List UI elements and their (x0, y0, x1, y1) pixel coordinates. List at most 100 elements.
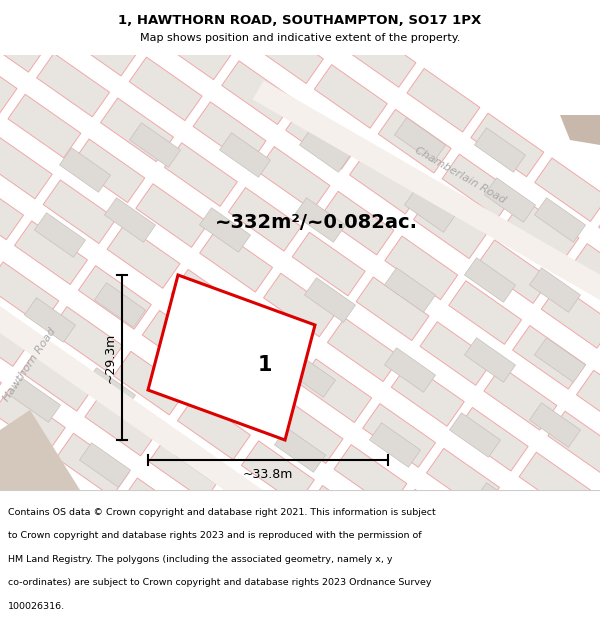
Text: Map shows position and indicative extent of the property.: Map shows position and indicative extent… (140, 33, 460, 43)
Polygon shape (394, 118, 446, 162)
Polygon shape (305, 486, 378, 549)
Polygon shape (279, 0, 352, 42)
Polygon shape (0, 303, 30, 366)
Polygon shape (570, 244, 600, 307)
Polygon shape (199, 208, 251, 252)
Polygon shape (257, 146, 330, 210)
Polygon shape (464, 258, 515, 302)
Polygon shape (391, 362, 464, 426)
Polygon shape (120, 478, 193, 542)
Polygon shape (136, 184, 209, 248)
Polygon shape (14, 221, 88, 284)
Polygon shape (413, 195, 487, 259)
Polygon shape (0, 389, 65, 452)
Polygon shape (385, 268, 436, 312)
Polygon shape (484, 366, 557, 430)
Polygon shape (455, 408, 528, 471)
Polygon shape (484, 177, 536, 222)
Polygon shape (535, 338, 586, 382)
Polygon shape (314, 64, 387, 128)
Polygon shape (148, 275, 315, 440)
Text: Hawthorn Road: Hawthorn Road (2, 326, 58, 404)
Polygon shape (350, 151, 422, 214)
Polygon shape (25, 298, 76, 343)
Polygon shape (79, 442, 131, 488)
Polygon shape (178, 396, 250, 459)
Polygon shape (142, 311, 215, 374)
Polygon shape (113, 351, 187, 415)
Polygon shape (299, 359, 371, 423)
Text: Chamberlain Road: Chamberlain Road (413, 145, 507, 205)
Polygon shape (304, 278, 356, 322)
Polygon shape (0, 184, 317, 546)
Text: ~33.8m: ~33.8m (243, 468, 293, 481)
Polygon shape (220, 132, 271, 178)
Polygon shape (378, 109, 451, 173)
Polygon shape (299, 127, 350, 172)
Polygon shape (50, 307, 122, 370)
Text: 100026316.: 100026316. (8, 602, 65, 611)
Polygon shape (404, 188, 455, 232)
Polygon shape (475, 127, 526, 172)
Polygon shape (158, 16, 231, 80)
Polygon shape (59, 148, 110, 192)
Polygon shape (398, 489, 471, 553)
Polygon shape (149, 437, 222, 501)
Polygon shape (0, 262, 59, 326)
Text: ~332m²/~0.082ac.: ~332m²/~0.082ac. (215, 214, 418, 232)
Polygon shape (427, 448, 499, 512)
Polygon shape (512, 326, 586, 389)
Polygon shape (34, 213, 86, 258)
Polygon shape (37, 53, 110, 117)
Polygon shape (8, 94, 81, 158)
Polygon shape (490, 493, 563, 557)
Text: to Crown copyright and database rights 2023 and is reproduced with the permissio: to Crown copyright and database rights 2… (8, 531, 421, 540)
Text: co-ordinates) are subject to Crown copyright and database rights 2023 Ordnance S: co-ordinates) are subject to Crown copyr… (8, 578, 431, 587)
Text: 1, HAWTHORN ROAD, SOUTHAMPTON, SO17 1PX: 1, HAWTHORN ROAD, SOUTHAMPTON, SO17 1PX (118, 14, 482, 27)
Polygon shape (43, 180, 116, 244)
Polygon shape (356, 277, 429, 341)
Polygon shape (599, 202, 600, 266)
Polygon shape (577, 370, 600, 434)
Polygon shape (94, 282, 146, 328)
Polygon shape (94, 0, 167, 35)
Polygon shape (270, 400, 343, 464)
Polygon shape (464, 338, 515, 382)
Polygon shape (362, 404, 436, 468)
Polygon shape (235, 314, 308, 378)
Polygon shape (229, 188, 301, 251)
Polygon shape (129, 57, 202, 121)
Polygon shape (385, 348, 436, 392)
Polygon shape (560, 115, 600, 145)
Text: HM Land Registry. The polygons (including the associated geometry, namely x, y: HM Land Registry. The polygons (includin… (8, 555, 392, 564)
Polygon shape (478, 240, 550, 303)
Polygon shape (0, 410, 80, 490)
Polygon shape (193, 102, 266, 166)
Polygon shape (541, 284, 600, 348)
Polygon shape (292, 232, 365, 296)
Polygon shape (471, 113, 544, 177)
Polygon shape (4, 448, 56, 493)
Polygon shape (284, 352, 335, 398)
Polygon shape (0, 49, 17, 113)
Polygon shape (286, 106, 359, 169)
Polygon shape (0, 9, 46, 72)
Polygon shape (222, 61, 295, 124)
Polygon shape (407, 68, 480, 132)
Polygon shape (449, 281, 521, 344)
Polygon shape (10, 378, 61, 423)
Polygon shape (449, 412, 500, 458)
Polygon shape (104, 198, 155, 242)
Polygon shape (79, 266, 151, 329)
Polygon shape (263, 273, 337, 337)
Polygon shape (0, 344, 1, 408)
Text: ~29.3m: ~29.3m (104, 332, 117, 382)
Polygon shape (85, 392, 158, 456)
Polygon shape (0, 429, 37, 493)
Polygon shape (274, 428, 326, 472)
Polygon shape (130, 122, 181, 168)
Polygon shape (394, 492, 446, 538)
Polygon shape (21, 348, 94, 411)
Polygon shape (343, 24, 416, 88)
Polygon shape (1, 0, 74, 31)
